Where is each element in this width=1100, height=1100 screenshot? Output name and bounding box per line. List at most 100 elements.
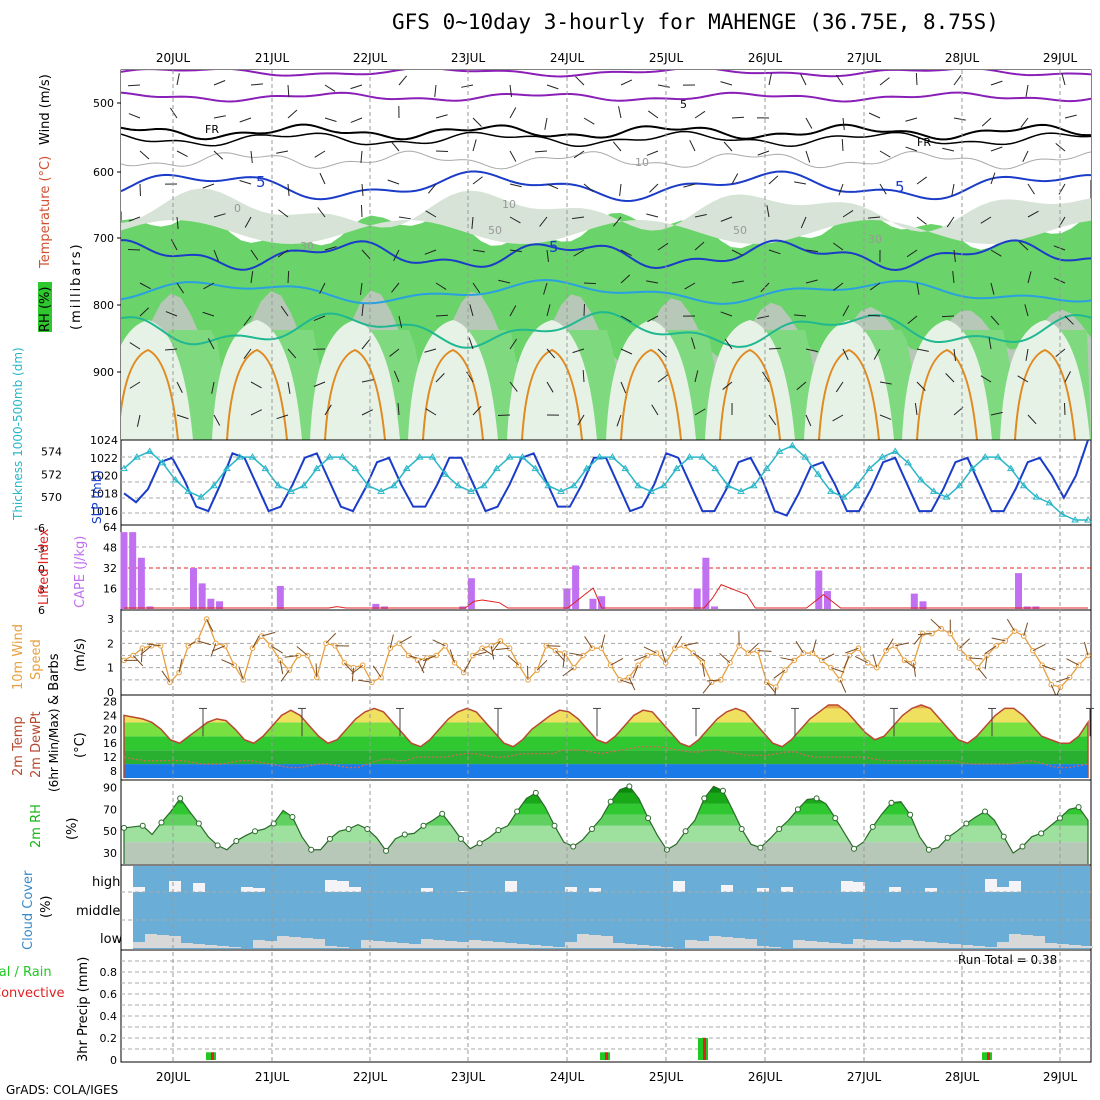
cloud-low-bar <box>457 942 469 948</box>
temp-contour <box>916 348 978 440</box>
cloud-low-bar <box>373 941 385 948</box>
rh-point <box>139 822 146 829</box>
cloud-high-bar <box>853 882 865 892</box>
wind-barb <box>616 414 622 427</box>
wind-barb <box>981 117 992 127</box>
wind-barb <box>794 181 807 185</box>
wind-tick: 3 <box>107 613 114 626</box>
rh-point <box>551 822 558 829</box>
wind-barb <box>990 80 1003 86</box>
cloud-low-bar <box>169 936 181 948</box>
wind-barb <box>842 210 854 218</box>
date-label-bottom: 25JUL <box>649 1070 684 1084</box>
wind-barb <box>582 369 585 383</box>
thickness-point <box>698 453 707 460</box>
rh-point <box>289 813 296 820</box>
wind-barb <box>988 337 992 350</box>
precip-tick: 0.8 <box>100 966 118 979</box>
cloud-low-bar <box>313 939 325 948</box>
wind-barb <box>534 150 548 153</box>
wind-barb <box>1041 664 1056 671</box>
wind-barb <box>632 665 639 679</box>
thickness-point <box>454 481 463 489</box>
wind-barb <box>843 655 850 669</box>
thickness-point <box>1084 516 1092 523</box>
temp-tick: 20 <box>103 723 117 736</box>
wind-barb <box>213 80 226 86</box>
cloud-low-bar <box>265 941 277 948</box>
rh-point <box>514 808 521 815</box>
wind-barb <box>805 117 813 129</box>
date-label-top: 29JUL <box>1043 51 1078 65</box>
temp-band <box>124 764 1088 778</box>
wind-barb <box>361 183 364 196</box>
cape-bar <box>1015 573 1023 609</box>
contour <box>121 279 1091 305</box>
thickness-point <box>557 487 565 494</box>
cloud-low-bar <box>625 944 637 948</box>
wind-barb <box>544 117 548 130</box>
wind-barb <box>239 180 252 185</box>
wind-barb <box>562 667 575 677</box>
cape-tick: 64 <box>103 521 117 534</box>
cloud-low-bar <box>1045 943 1057 948</box>
thickness-point <box>171 476 180 483</box>
date-label-bottom: 28JUL <box>945 1070 980 1084</box>
wind-barb <box>953 348 957 361</box>
rh-point <box>195 820 202 827</box>
wind-barb <box>768 347 782 350</box>
wind-barb <box>197 640 212 646</box>
rh-point <box>121 824 127 831</box>
contour <box>121 91 1091 103</box>
dewpt-2m-label: 2m DewPt <box>29 711 44 778</box>
cloud-high-bar <box>841 881 853 892</box>
contour <box>121 311 1091 349</box>
thickness-point <box>801 453 810 460</box>
wind-barb <box>213 115 226 119</box>
wind-barb <box>276 150 289 154</box>
cloud-low-bar <box>493 942 505 948</box>
wind-barb <box>319 282 326 294</box>
cloud-low-bar <box>793 940 805 948</box>
thickness-point <box>402 464 411 472</box>
wind-barb <box>879 414 892 420</box>
wind-barb <box>1020 117 1029 128</box>
wind-barb <box>461 84 474 88</box>
cloud-high-bar <box>505 881 517 892</box>
thickness-point <box>968 464 977 472</box>
wind-barb <box>509 338 518 350</box>
cloud-high-bar <box>241 887 253 892</box>
wind-barb <box>398 216 411 220</box>
temp-tick: 12 <box>103 751 117 764</box>
cape-bar <box>137 557 145 609</box>
date-label-top: 28JUL <box>945 51 980 65</box>
thermal-plume <box>507 320 597 440</box>
rh-point <box>645 815 652 822</box>
temp-contour <box>422 348 484 440</box>
wind-barb <box>569 652 584 656</box>
wind-barb <box>128 113 141 119</box>
wind-barb <box>842 305 850 317</box>
cloud-low-bar <box>685 940 697 948</box>
wind-barb <box>646 213 659 218</box>
temp-2m-label: 2m Temp <box>11 716 26 776</box>
wind-barb <box>990 315 1000 326</box>
rh-point <box>158 819 165 826</box>
wind-barb <box>250 409 262 416</box>
rh-point <box>944 834 951 841</box>
rh-point <box>233 838 240 845</box>
wind-barb <box>1066 658 1080 666</box>
date-label-bottom: 24JUL <box>550 1070 585 1084</box>
wind-barb <box>278 209 289 218</box>
wind-barb <box>313 381 326 387</box>
top-date-labels: 20JUL 21JUL 22JUL 23JUL 24JUL 25JUL 26JUL 27JUL… <box>156 51 1078 65</box>
thermal-plume <box>408 320 498 440</box>
rh-green-band <box>121 210 1091 370</box>
wind-barb <box>555 650 566 662</box>
wind-barb <box>546 348 556 359</box>
temp-contour <box>1014 348 1076 440</box>
wind-barb <box>572 348 585 354</box>
rh-point <box>364 826 371 833</box>
wind-barb <box>916 282 920 295</box>
cloud-high-bar <box>673 881 685 892</box>
